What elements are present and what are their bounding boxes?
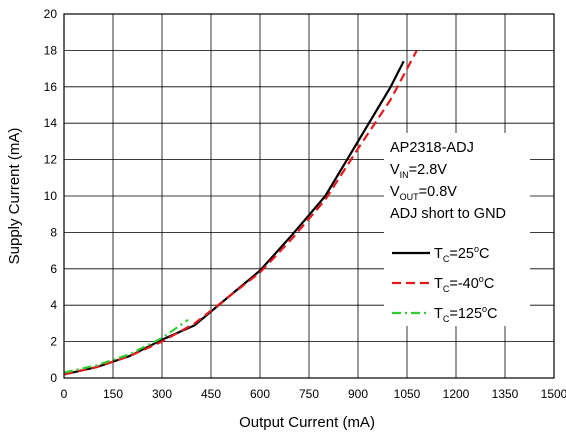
vout-condition: VOUT=0.8V	[390, 184, 457, 202]
legend-label: TC=-40oC	[434, 274, 494, 294]
series-lines	[63, 49, 418, 376]
x-tick-label: 1200	[443, 387, 470, 401]
device-name: AP2318-ADJ	[390, 140, 474, 156]
x-tick-label: 900	[348, 387, 368, 401]
x-tick-label: 750	[299, 387, 319, 401]
legend-label: TC=25oC	[434, 244, 489, 264]
plot-frame	[63, 13, 555, 379]
series-line	[63, 60, 405, 376]
x-tick-label: 1050	[394, 387, 421, 401]
y-tick-label: 18	[44, 43, 58, 57]
y-tick-label: 6	[50, 262, 57, 276]
y-tick-label: 2	[50, 335, 57, 349]
x-tick-label: 450	[201, 387, 221, 401]
legend-entries: TC=25oC TC=-40oC TC=125oC	[392, 244, 498, 324]
y-tick-label: 4	[50, 298, 57, 312]
x-tick-label: 300	[152, 387, 172, 401]
series-line	[63, 49, 418, 376]
legend-label: TC=125oC	[434, 304, 498, 324]
y-tick-label: 10	[44, 189, 58, 203]
y-tick-label: 0	[50, 371, 57, 385]
y-axis-label: Supply Current (mA)	[6, 128, 23, 265]
y-tick-label: 12	[44, 153, 58, 167]
y-tick-label: 16	[44, 80, 58, 94]
x-axis-label: Output Current (mA)	[239, 414, 375, 431]
series-line	[63, 318, 189, 374]
x-tick-label: 1500	[541, 387, 566, 401]
y-tick-label: 20	[44, 7, 58, 21]
x-tick-label: 600	[250, 387, 270, 401]
x-tick-label: 150	[103, 387, 123, 401]
legend-box	[384, 133, 530, 326]
vin-condition: VIN=2.8V	[390, 162, 447, 180]
y-tick-label: 8	[50, 225, 57, 239]
y-tick-label: 14	[44, 116, 58, 130]
legend: AP2318-ADJ VIN=2.8V VOUT=0.8V ADJ short …	[384, 133, 530, 326]
adj-condition: ADJ short to GND	[390, 206, 506, 222]
x-tick-label: 0	[61, 387, 68, 401]
x-tick-label: 1350	[492, 387, 519, 401]
tick-labels: 0 150 300 450 600 750 900 1050 1200 1350 1500 0 2 4 6 8…	[44, 7, 566, 401]
